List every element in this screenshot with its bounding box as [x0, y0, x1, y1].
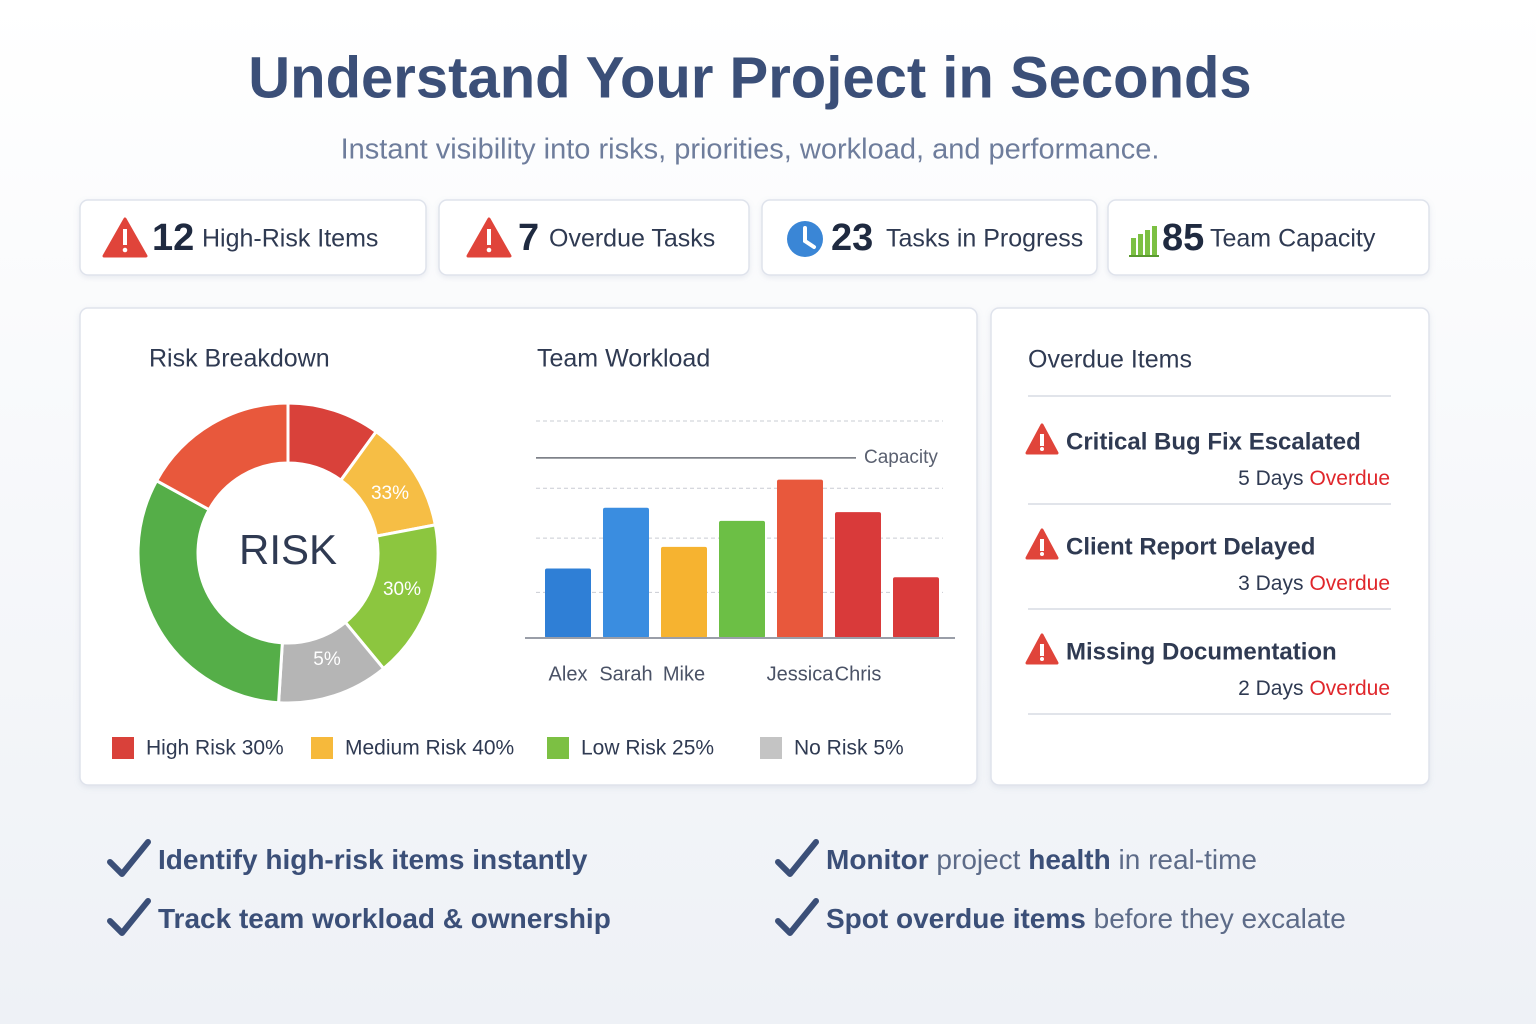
clock-icon [787, 221, 823, 257]
overdue-item-age: 3 Days Overdue [1238, 572, 1390, 595]
overdue-item-name: Client Report Delayed [1066, 533, 1315, 560]
legend-label: Medium Risk 40% [345, 737, 514, 760]
slice-label: 30% [383, 579, 421, 600]
x-tick-label: Chris [835, 663, 882, 685]
benefits: Identify high-risk items instantly Track … [107, 839, 1346, 936]
bar-chart: Capacity Alex Sarah Mike Jessica Chris [525, 420, 955, 685]
benefit-part: Spot overdue items [826, 903, 1086, 934]
title: Understand Your Project in Seconds [248, 45, 1251, 110]
warning-icon [102, 217, 148, 258]
chart-title: Team Workload [537, 345, 710, 373]
panel-title: Overdue Items [1028, 346, 1192, 374]
bar [661, 546, 707, 638]
benefit-text: Identify high-risk items instantly [158, 844, 588, 875]
benefit-part: before they excalate [1086, 903, 1346, 934]
subtitle: Instant visibility into risks, prioritie… [341, 134, 1160, 166]
overdue-panel [990, 307, 1430, 786]
check-icon [107, 839, 151, 877]
overdue-item-name: Critical Bug Fix Escalated [1066, 428, 1361, 455]
warning-mark [1040, 539, 1044, 551]
stat-value: 85 [1162, 217, 1204, 259]
bar [835, 512, 881, 638]
overdue-status: Overdue [1309, 677, 1390, 700]
stat-label: Tasks in Progress [886, 225, 1083, 253]
overdue-item-age: 5 Days Overdue [1238, 467, 1390, 490]
capacity-label: Capacity [864, 447, 938, 468]
overdue-status: Overdue [1309, 467, 1390, 490]
warning-mark [1040, 434, 1044, 446]
donut-center-label: RISK [239, 526, 337, 573]
overdue-item-name: Missing Documentation [1066, 638, 1337, 665]
x-tick-label: Mike [663, 663, 705, 685]
benefit-text: Monitor project health in real-time [826, 844, 1257, 875]
legend-swatch [112, 737, 134, 759]
stat-value: 23 [831, 217, 873, 259]
slice-label: 5% [313, 649, 341, 670]
benefit-text: Track team workload & ownership [158, 903, 611, 934]
bar [719, 520, 765, 638]
capacity-icon [1129, 226, 1159, 257]
benefit-part: Identify high-risk items instantly [158, 844, 588, 875]
slice-label: 33% [371, 483, 409, 504]
legend-label: High Risk 30% [146, 737, 284, 760]
bar [603, 507, 649, 638]
chart-title: Risk Breakdown [149, 345, 330, 373]
stat-value: 7 [518, 217, 539, 259]
overdue-days: 5 Days [1238, 467, 1303, 490]
x-tick-label: Jessica [767, 663, 835, 685]
stat-value: 12 [152, 217, 194, 259]
bar [893, 577, 939, 638]
stat-label: Overdue Tasks [549, 225, 715, 253]
legend-label: Low Risk 25% [581, 737, 714, 760]
benefit-part: in real-time [1111, 844, 1257, 875]
benefit-part: Monitor [826, 844, 929, 875]
warning-dot [1040, 552, 1044, 556]
overdue-item-age: 2 Days Overdue [1238, 677, 1390, 700]
legend-swatch [760, 737, 782, 759]
overdue-status: Overdue [1309, 572, 1390, 595]
benefit-part: health [1028, 844, 1110, 875]
stat-card [79, 199, 427, 276]
benefit-part: project [929, 844, 1029, 875]
donut-slice [136, 478, 284, 705]
overdue-days: 2 Days [1238, 677, 1303, 700]
legend-swatch [311, 737, 333, 759]
check-icon [775, 839, 819, 877]
stat-card [438, 199, 750, 276]
legend-label: No Risk 5% [794, 737, 904, 760]
stat-label: Team Capacity [1210, 225, 1376, 253]
check-icon [775, 898, 819, 936]
warning-icon [466, 217, 512, 258]
donut-chart: RISK 33% 30% 5% High Risk 30% Medium Risk 40%… [112, 401, 904, 760]
stat-card [761, 199, 1098, 276]
stat-label: High-Risk Items [202, 225, 378, 253]
benefit-part: Track team workload & ownership [158, 903, 611, 934]
x-tick-label: Sarah [599, 663, 652, 685]
stat-card [1107, 199, 1430, 276]
warning-mark [1040, 644, 1044, 656]
stat-cards [79, 199, 1430, 276]
benefit-text: Spot overdue items before they excalate [826, 903, 1346, 934]
warning-dot [1040, 447, 1044, 451]
overdue-list: Critical Bug Fix Escalated 5 Days Overdue C… [1025, 423, 1391, 715]
x-tick-label: Alex [549, 663, 588, 685]
warning-dot [1040, 657, 1044, 661]
overdue-days: 3 Days [1238, 572, 1303, 595]
donut-slice [154, 401, 290, 512]
check-icon [107, 898, 151, 936]
bar [545, 568, 591, 638]
legend-swatch [547, 737, 569, 759]
bar [777, 479, 823, 638]
